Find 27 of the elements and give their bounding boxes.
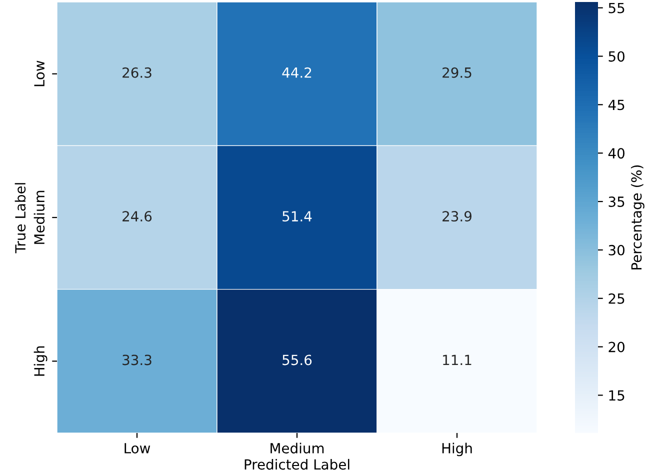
data-label: 24.6 — [122, 211, 152, 222]
x-axis-title: Predicted Label — [244, 458, 350, 470]
data-label: 33.3 — [122, 354, 152, 366]
data-label: 23.9 — [442, 211, 472, 222]
color-bar-label: 20 — [608, 342, 624, 352]
color-bar-label: 50 — [608, 51, 624, 62]
x-tick-label: Medium — [270, 442, 324, 454]
color-bar-label: 15 — [609, 390, 624, 401]
data-label: 29.5 — [442, 67, 472, 78]
color-bar-title: Percentage (%) — [630, 165, 644, 270]
data-label: 55.6 — [282, 354, 312, 366]
color-bar-label: 30 — [608, 244, 624, 256]
y-tick-label: High — [34, 346, 48, 376]
x-tick-label: High — [442, 442, 472, 456]
x-tick-label: Low — [124, 443, 150, 454]
data-label: 11.1 — [443, 354, 472, 365]
y-tick-label: Low — [34, 60, 45, 86]
color-bar-label: 45 — [608, 100, 624, 110]
data-label: 44.2 — [282, 67, 312, 78]
color-bar-label: 25 — [608, 293, 624, 304]
color-bar-label: 40 — [608, 148, 624, 159]
y-tick-label: Medium — [34, 190, 45, 244]
data-label: 51.4 — [282, 211, 312, 222]
color-bar-label: 55 — [608, 2, 624, 14]
y-axis-title: True Label — [14, 183, 26, 254]
data-label: 26.3 — [122, 67, 152, 78]
color-bar-label: 35 — [608, 196, 624, 207]
